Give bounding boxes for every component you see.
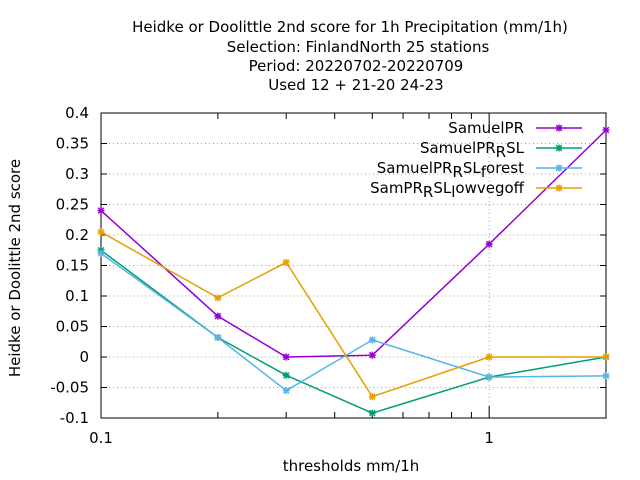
data-point — [368, 351, 376, 359]
y-tick-label: -0.05 — [50, 379, 89, 397]
legend-marker — [555, 164, 563, 172]
title-line-1: Heidke or Doolittle 2nd score for 1h Pre… — [132, 18, 568, 36]
y-tick-label: 0.3 — [65, 165, 89, 183]
series-3 — [97, 249, 610, 395]
data-point — [368, 409, 376, 417]
chart-title: Heidke or Doolittle 2nd score for 1h Pre… — [132, 18, 568, 94]
data-point — [368, 336, 376, 344]
y-tick-label: 0.4 — [65, 104, 89, 122]
y-tick-label: 0.2 — [65, 226, 89, 244]
data-point — [602, 126, 610, 134]
grid — [101, 113, 606, 418]
legend: SamuelPR SamuelPRRSLSamuelPRRSLforestSamP… — [370, 119, 582, 201]
x-axis-label: thresholds mm/1h — [283, 457, 420, 475]
y-axis-ticks: 0.4 0.35 0.3 0.25 0.2 0.15 0.1 0.05 0 -0.05 -0.1 — [50, 104, 606, 427]
data-point — [282, 353, 290, 361]
y-tick-label: 0.15 — [56, 257, 89, 275]
y-tick-label: 0.1 — [65, 287, 89, 305]
legend-label: SamuelPRRSLforest — [377, 159, 524, 181]
data-point — [485, 353, 493, 361]
data-point — [214, 294, 222, 302]
data-point — [282, 371, 290, 379]
data-point — [282, 258, 290, 266]
y-tick-label: 0 — [79, 348, 89, 366]
x-tick-label: 0.1 — [89, 429, 113, 447]
series-1 — [97, 126, 610, 361]
x-tick-label: 1 — [484, 429, 494, 447]
y-axis-label: Heidke or Doolittle 2nd score — [6, 159, 24, 377]
series-line — [100, 129, 607, 358]
data-point — [602, 372, 610, 380]
data-point — [602, 353, 610, 361]
data-point — [368, 393, 376, 401]
legend-label: SamuelPR — [448, 119, 524, 137]
data-point — [97, 228, 105, 236]
title-line-2: Selection: FinlandNorth 25 stations — [227, 38, 490, 56]
legend-marker — [555, 144, 563, 152]
series-line — [100, 252, 607, 392]
legend-marker — [555, 124, 563, 132]
legend-marker — [555, 184, 563, 192]
series-2 — [97, 246, 610, 417]
data-point — [214, 312, 222, 320]
series-line — [100, 231, 606, 398]
y-tick-label: -0.1 — [60, 409, 89, 427]
plot-frame — [100, 112, 607, 419]
data-point — [485, 373, 493, 381]
series-4 — [97, 228, 610, 401]
title-line-4: Used 12 + 21-20 24-23 — [268, 76, 443, 94]
x-axis-ticks: 0.1 1 — [89, 113, 494, 447]
data-point — [97, 207, 105, 215]
y-tick-label: 0.35 — [56, 135, 89, 153]
series-group — [97, 126, 610, 417]
legend-label: SamPRRSLlowvegoff — [370, 179, 525, 201]
y-tick-label: 0.05 — [56, 318, 89, 336]
y-tick-label: 0.25 — [56, 196, 89, 214]
data-point — [214, 333, 222, 341]
data-point — [97, 249, 105, 257]
title-line-3: Period: 20220702-20220709 — [249, 57, 464, 75]
data-point — [282, 387, 290, 395]
legend-label: SamuelPRRSL — [420, 139, 525, 161]
data-point — [485, 240, 493, 248]
